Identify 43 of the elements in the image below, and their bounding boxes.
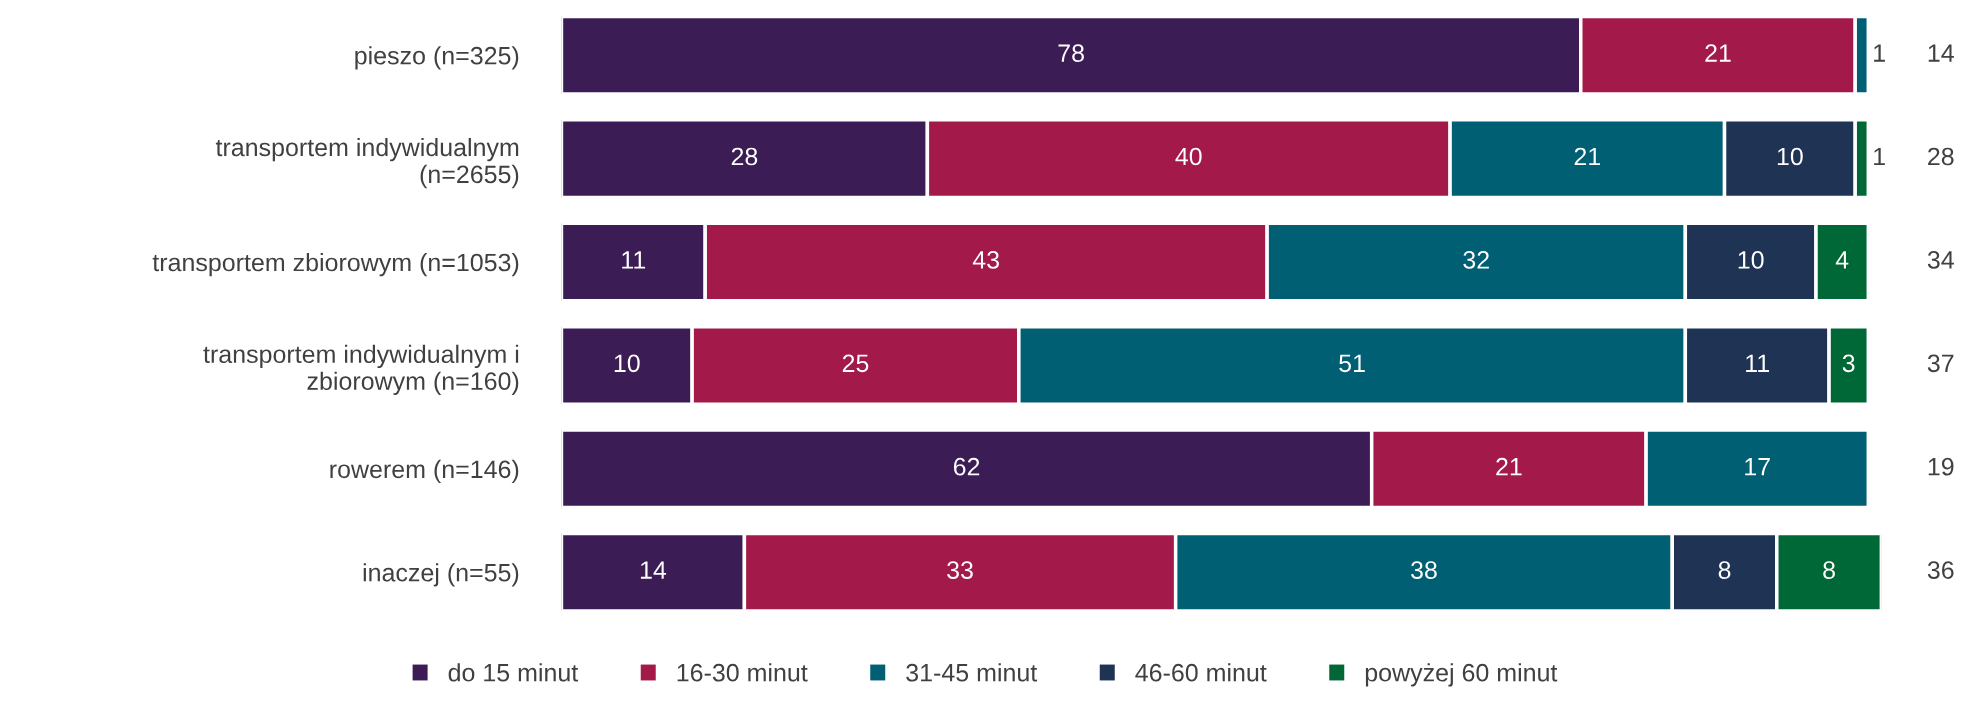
data-label: 33 (947, 561, 973, 579)
legend-label: do 15 minut (448, 663, 579, 682)
y-tick-label: transportem indywidualnym (n=2655) (215, 137, 519, 189)
y-tick-label: pieszo (n=325) (355, 46, 519, 70)
data-label: 1 (1874, 44, 1885, 62)
data-label: 8 (1718, 561, 1731, 579)
data-label: 28 (731, 147, 758, 166)
legend-label: 16-30 minut (677, 663, 808, 682)
data-label: 78 (1058, 44, 1084, 62)
y-tick-label: inaczej (n=55) (363, 563, 519, 587)
data-label: 14 (640, 561, 667, 579)
data-label: 38 (1411, 561, 1437, 579)
data-label: 1 (1874, 147, 1885, 166)
legend-label: 31-45 minut (906, 663, 1038, 682)
data-label: 21 (1705, 44, 1731, 62)
text: 37 (1927, 354, 1954, 373)
data-label: 17 (1745, 458, 1770, 476)
data-label: 21 (1496, 457, 1522, 476)
y-tick-label: transportem indywidualnym i zbiorowym (n=160) (203, 344, 519, 395)
data-label: 10 (1777, 147, 1803, 166)
data-label: 51 (1339, 354, 1365, 373)
text: 19 (1928, 457, 1954, 476)
data-label: 11 (622, 251, 646, 269)
legend-label: 46-60 minut (1135, 663, 1267, 682)
data-label: 43 (972, 251, 999, 269)
data-label: 4 (1835, 251, 1849, 269)
text: 14 (1928, 44, 1954, 62)
text: 36 (1927, 561, 1954, 579)
text: 34 (1927, 251, 1954, 269)
data-label: 40 (1175, 147, 1202, 166)
text: 28 (1928, 147, 1954, 166)
y-tick-label: rowerem (n=146) (330, 459, 519, 484)
data-label: 10 (614, 354, 640, 373)
data-label: 8 (1823, 561, 1835, 579)
data-label: 11 (1746, 354, 1769, 372)
data-label: 10 (1738, 251, 1764, 269)
data-label: 25 (842, 354, 869, 373)
data-label: 3 (1842, 354, 1855, 373)
data-label: 21 (1574, 147, 1600, 166)
y-tick-label: transportem zbiorowym (n=1053) (152, 252, 519, 277)
legend-label: powyżej 60 minut (1365, 663, 1558, 687)
data-label: 32 (1463, 251, 1489, 269)
data-label: 62 (953, 457, 980, 476)
